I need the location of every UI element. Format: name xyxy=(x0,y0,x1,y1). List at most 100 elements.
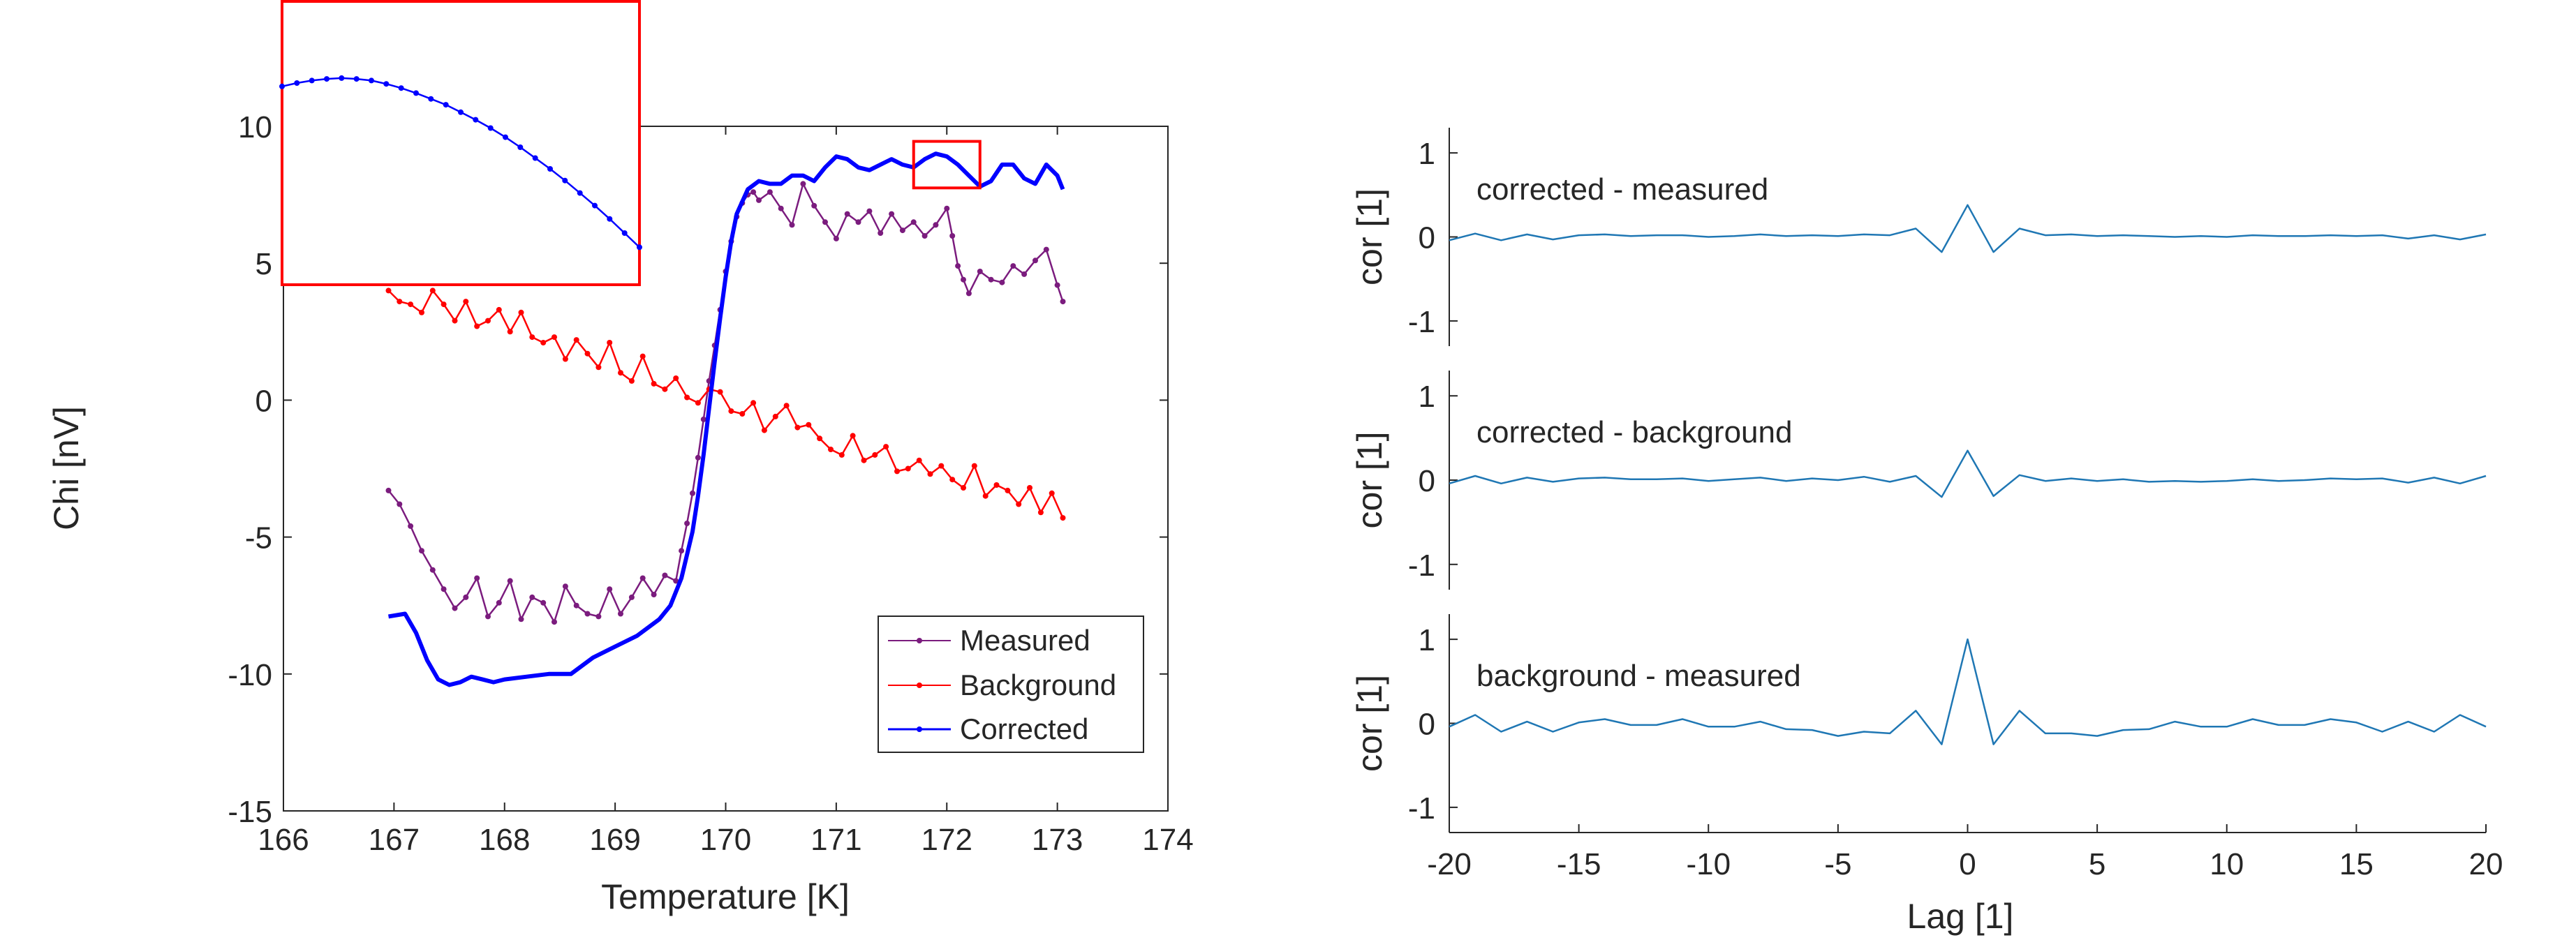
data-point-background xyxy=(1049,490,1055,496)
lag-x-axis-label: Lag [1] xyxy=(1907,897,2014,936)
data-point-measured xyxy=(496,599,502,606)
corr-x-tick-label: 5 xyxy=(2089,847,2105,881)
data-point-background xyxy=(397,299,403,305)
data-point-measured xyxy=(474,575,480,581)
data-point-background xyxy=(639,353,646,359)
y-tick-label: -5 xyxy=(245,521,272,555)
data-point-background xyxy=(695,400,701,406)
inset-data-point xyxy=(369,77,374,84)
data-point-measured xyxy=(452,605,458,611)
data-point-measured xyxy=(695,454,701,461)
inset-data-point xyxy=(607,216,613,222)
data-point-measured xyxy=(552,619,557,625)
corr-y-tick-label: 0 xyxy=(1419,464,1435,498)
data-point-background xyxy=(794,424,801,431)
inset-data-point xyxy=(309,77,315,84)
data-point-background xyxy=(938,463,945,469)
data-point-background xyxy=(961,485,966,491)
corr-y-tick-label: -1 xyxy=(1408,791,1435,826)
data-point-background xyxy=(982,493,989,499)
data-point-measured xyxy=(397,501,403,507)
data-point-background xyxy=(838,452,845,458)
data-point-measured xyxy=(662,572,668,579)
zoom-region-box xyxy=(912,140,982,190)
data-point-measured xyxy=(673,578,679,584)
data-point-measured xyxy=(1043,246,1049,253)
data-point-background xyxy=(927,471,933,477)
data-point-measured xyxy=(463,594,469,600)
corr-panel-title: corrected - background xyxy=(1476,415,1792,449)
data-point-background xyxy=(518,309,524,315)
corr-x-tick-label: -5 xyxy=(1824,847,1851,881)
data-point-measured xyxy=(1032,258,1038,264)
corr-series-line xyxy=(1449,204,2487,253)
data-point-measured xyxy=(800,181,806,187)
legend-label-corrected: Corrected xyxy=(960,713,1088,745)
data-point-measured xyxy=(540,599,547,606)
corr-panel-title: corrected - measured xyxy=(1476,172,1768,207)
data-point-background xyxy=(429,288,436,294)
x-tick-label: 172 xyxy=(921,823,972,857)
data-point-measured xyxy=(811,202,817,209)
data-point-measured xyxy=(518,616,524,622)
data-point-background xyxy=(971,463,977,469)
data-point-measured xyxy=(628,594,635,600)
data-point-background xyxy=(817,435,823,442)
data-point-background xyxy=(474,323,480,329)
data-point-measured xyxy=(921,233,928,239)
data-point-measured xyxy=(910,219,917,225)
inset-data-point xyxy=(398,85,404,91)
data-point-measured xyxy=(977,269,983,274)
data-point-background xyxy=(496,306,502,313)
x-tick-label: 169 xyxy=(589,823,640,857)
correlation-panel-1: -1 0 1 cor [1] corrected - measured xyxy=(1350,128,2487,346)
data-point-measured xyxy=(955,263,961,269)
data-point-measured xyxy=(899,227,905,234)
data-point-measured xyxy=(700,416,706,422)
inset-data-point xyxy=(532,155,538,161)
inset-data-point xyxy=(339,75,345,81)
corr-x-tick-label: 15 xyxy=(2339,847,2374,881)
corr-y-tick-label: 1 xyxy=(1419,137,1435,171)
x-tick-label: 168 xyxy=(479,823,530,857)
corr-y-tick-label: 0 xyxy=(1419,221,1435,255)
y-tick-label: -15 xyxy=(228,795,272,829)
data-point-measured xyxy=(944,205,950,211)
inset-data-point xyxy=(592,202,598,209)
data-point-background xyxy=(1016,501,1022,507)
data-point-measured xyxy=(584,611,591,617)
data-point-measured xyxy=(419,548,424,554)
data-point-measured xyxy=(595,613,602,620)
x-tick-label: 174 xyxy=(1142,823,1193,857)
data-point-measured xyxy=(750,189,757,195)
data-point-background xyxy=(529,334,535,341)
corr-x-tick-label: -10 xyxy=(1686,847,1731,881)
corr-x-tick-label: 20 xyxy=(2469,847,2503,881)
data-point-measured xyxy=(485,613,491,620)
data-point-background xyxy=(441,301,447,308)
data-point-measured xyxy=(679,548,685,554)
data-point-measured xyxy=(822,219,828,225)
inset-data-point xyxy=(353,76,360,82)
data-point-background xyxy=(772,413,778,419)
data-point-measured xyxy=(844,211,850,217)
data-point-background xyxy=(1005,487,1011,493)
data-point-measured xyxy=(965,290,972,297)
data-point-measured xyxy=(1054,282,1060,288)
data-point-background xyxy=(452,318,458,324)
main-series-layer xyxy=(385,151,1066,687)
corr-x-tick-label: -20 xyxy=(1427,847,1472,881)
inset-data-point xyxy=(294,80,300,86)
x-tick-label: 173 xyxy=(1032,823,1083,857)
data-point-measured xyxy=(889,211,895,217)
data-point-measured xyxy=(866,208,873,214)
data-point-measured xyxy=(618,611,623,617)
x-tick-label: 167 xyxy=(369,823,420,857)
legend-label-measured: Measured xyxy=(960,624,1090,657)
x-tick-label: 166 xyxy=(258,823,309,857)
data-point-background xyxy=(993,482,1000,488)
corr-x-tick-label: -15 xyxy=(1557,847,1601,881)
inset-background xyxy=(281,0,641,286)
